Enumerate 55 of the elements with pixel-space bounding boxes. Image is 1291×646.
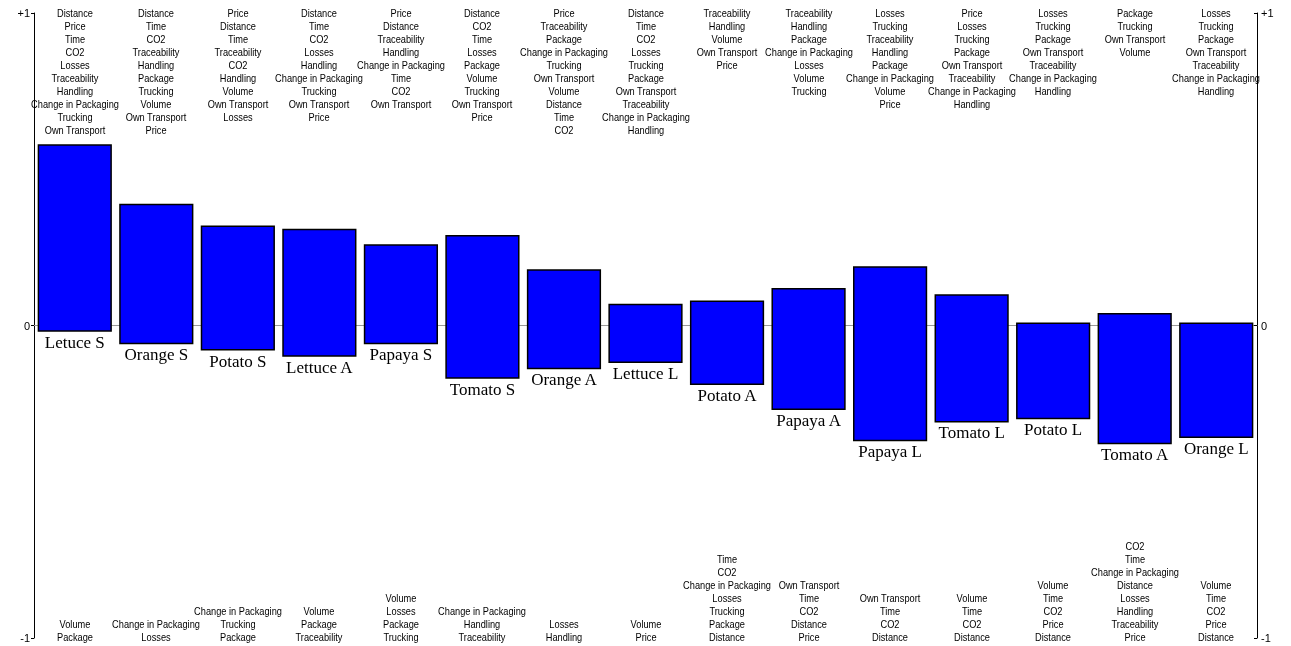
y2-tick-label: +1	[1261, 7, 1274, 19]
y-tick-label: +1	[17, 7, 30, 19]
x-tick-label: Lettuce A	[286, 357, 354, 377]
y2-tick-label: 0	[1261, 319, 1268, 332]
annotation: Volume Time CO2 Price Distance	[1198, 579, 1235, 644]
annotation: Volume Package	[56, 618, 93, 644]
annotation: Volume Package Traceability	[295, 605, 343, 644]
y2-tick-label: -1	[1261, 632, 1271, 644]
annotation: Change in Packaging Handling Traceability	[438, 605, 527, 644]
bar	[119, 203, 194, 345]
x-tick-label: Potato A	[697, 385, 758, 405]
y-tick-label: -1	[20, 632, 30, 644]
text: Price Distance Time Traceability CO2 Handling Volume Own Transport Losses	[207, 7, 269, 123]
annotation: Own Transport Time CO2 Distance	[859, 592, 921, 644]
text: Distance CO2 Time Losses Package Volume Trucking Own Transport Price	[452, 7, 513, 123]
annotation: Traceability Handling Volume Own Transport Price	[696, 7, 758, 72]
bar	[771, 288, 846, 410]
x-tick-label: Letuce S	[44, 332, 105, 352]
x-tick-label: Potato S	[209, 351, 267, 371]
x-tick-label: Papaya L	[858, 442, 922, 462]
x-tick-label: Papaya A	[776, 410, 842, 430]
bar	[37, 144, 112, 332]
x-tick-label: Orange L	[1183, 439, 1249, 458]
y-tick-label: 0	[23, 319, 30, 332]
x-tick-label: Tomato S	[449, 379, 516, 399]
bar	[1179, 322, 1254, 438]
annotation: Own Transport Time CO2 Distance Price	[778, 579, 839, 644]
bar	[934, 294, 1009, 423]
bar	[689, 300, 765, 385]
annotation: Change in Packaging Losses	[112, 618, 201, 644]
bar	[853, 266, 928, 442]
annotation: CO2 Time Change in Packaging Distance Losses Handling Traceability Price	[1090, 540, 1179, 644]
x-tick-label: Tomato A	[1101, 445, 1170, 465]
bar	[445, 234, 520, 379]
annotation: Package Trucking Own Transport Volume	[1104, 7, 1165, 59]
bar	[200, 225, 275, 351]
annotation: Volume Losses Package Trucking	[382, 592, 419, 644]
x-tick-label: Lettuce L	[612, 364, 679, 383]
annotation: Time CO2 Change in Packaging Losses Trucking Package Distance	[683, 553, 771, 644]
text: Distance Time CO2 Traceability Handling Package Trucking Volume Own Transport Price	[126, 7, 187, 136]
bar	[1016, 322, 1091, 420]
bar	[363, 244, 438, 345]
annotation: Volume Price	[630, 618, 661, 644]
annotation: Losses Handling	[545, 618, 583, 644]
x-tick-label: Orange A	[531, 370, 598, 390]
x-tick-label: Papaya S	[369, 345, 433, 365]
x-tick-label: Orange S	[124, 345, 189, 365]
x-tick-label: Potato L	[1024, 420, 1083, 440]
annotation: Volume Time CO2 Distance	[953, 592, 990, 644]
annotation: Volume Time CO2 Price Distance	[1035, 579, 1072, 644]
x-tick-label: Tomato L	[938, 423, 1005, 443]
bar	[608, 303, 683, 363]
bar	[526, 269, 602, 370]
bar	[1097, 313, 1172, 445]
bar	[282, 228, 357, 357]
